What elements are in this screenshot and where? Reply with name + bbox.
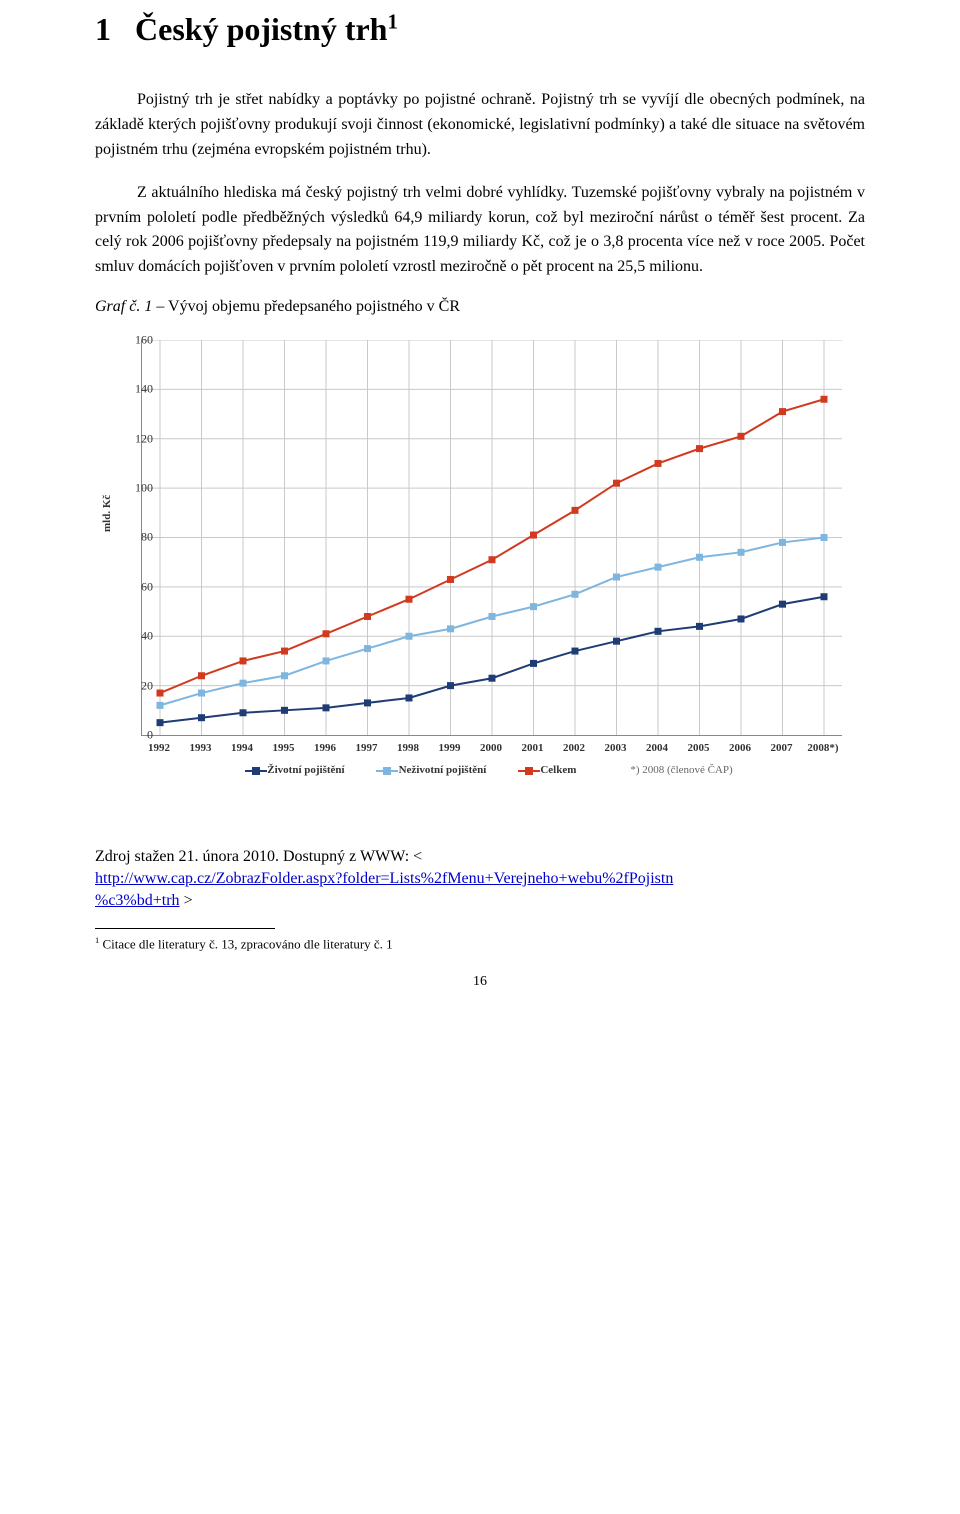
chart-plot-area xyxy=(141,340,842,736)
y-tick-label: 0 xyxy=(147,727,153,742)
y-tick-label: 60 xyxy=(141,579,153,594)
x-tick-label: 2000 xyxy=(480,742,502,754)
footnote: 1 Citace dle literatury č. 13, zpracován… xyxy=(95,935,865,952)
x-tick-label: 1999 xyxy=(439,742,461,754)
figure-caption-prefix: Graf č. 1 xyxy=(95,298,152,315)
paragraph-2: Z aktuálního hlediska má český pojistný … xyxy=(95,181,865,280)
x-tick-label: 1992 xyxy=(148,742,170,754)
x-tick-label: 2005 xyxy=(688,742,710,754)
x-tick-label: 1993 xyxy=(190,742,212,754)
x-tick-label: 2007 xyxy=(771,742,793,754)
y-tick-label: 20 xyxy=(141,678,153,693)
source-text: Zdroj stažen 21. února 2010. Dostupný z … xyxy=(95,848,422,865)
x-tick-label: 2008*) xyxy=(807,742,838,754)
x-tick-label: 2006 xyxy=(729,742,751,754)
y-tick-label: 160 xyxy=(135,332,153,347)
y-tick-label: 140 xyxy=(135,382,153,397)
chart-legend: Životní pojištění Neživotní pojištění Celk… xyxy=(95,764,865,777)
section-heading: 1 Český pojistný trh1 xyxy=(95,10,865,48)
x-tick-label: 1994 xyxy=(231,742,253,754)
x-tick-label: 2004 xyxy=(646,742,668,754)
x-tick-label: 2001 xyxy=(522,742,544,754)
figure-caption-title: – Vývoj objemu předepsaného pojistného v… xyxy=(152,298,460,315)
paragraph-1: Pojistný trh je střet nabídky a poptávky… xyxy=(95,88,865,162)
page-number: 16 xyxy=(95,974,865,990)
line-chart: mld. Kč Životní pojištění Neživotní pojiš… xyxy=(95,332,865,802)
y-tick-label: 100 xyxy=(135,481,153,496)
heading-number: 1 xyxy=(95,11,111,47)
y-tick-label: 80 xyxy=(141,530,153,545)
legend-note: *) 2008 (členové ČAP) xyxy=(630,764,732,776)
source-line: Zdroj stažen 21. února 2010. Dostupný z … xyxy=(95,848,865,866)
x-tick-label: 2002 xyxy=(563,742,585,754)
x-tick-label: 1996 xyxy=(314,742,336,754)
source-link-line-2: %c3%bd+trh > xyxy=(95,892,865,910)
x-tick-label: 2003 xyxy=(605,742,627,754)
y-tick-label: 40 xyxy=(141,629,153,644)
footnote-separator xyxy=(95,928,275,929)
heading-title: Český pojistný trh xyxy=(135,11,387,47)
source-close: > xyxy=(180,892,193,909)
source-link-line-1: http://www.cap.cz/ZobrazFolder.aspx?fold… xyxy=(95,870,865,888)
legend-item: Neživotní pojištění xyxy=(373,764,487,776)
legend-item: Životní pojištění xyxy=(241,764,344,776)
source-link-part-b[interactable]: %c3%bd+trh xyxy=(95,892,180,909)
y-tick-label: 120 xyxy=(135,431,153,446)
y-axis-title: mld. Kč xyxy=(101,495,113,532)
x-tick-label: 1998 xyxy=(397,742,419,754)
source-link-part-a[interactable]: http://www.cap.cz/ZobrazFolder.aspx?fold… xyxy=(95,870,673,887)
x-tick-label: 1995 xyxy=(273,742,295,754)
footnote-text: Citace dle literatury č. 13, zpracováno … xyxy=(99,936,392,951)
heading-footnote-ref: 1 xyxy=(387,10,397,33)
x-tick-label: 1997 xyxy=(356,742,378,754)
figure-caption: Graf č. 1 – Vývoj objemu předepsaného po… xyxy=(95,298,865,316)
legend-item: Celkem xyxy=(514,764,576,776)
